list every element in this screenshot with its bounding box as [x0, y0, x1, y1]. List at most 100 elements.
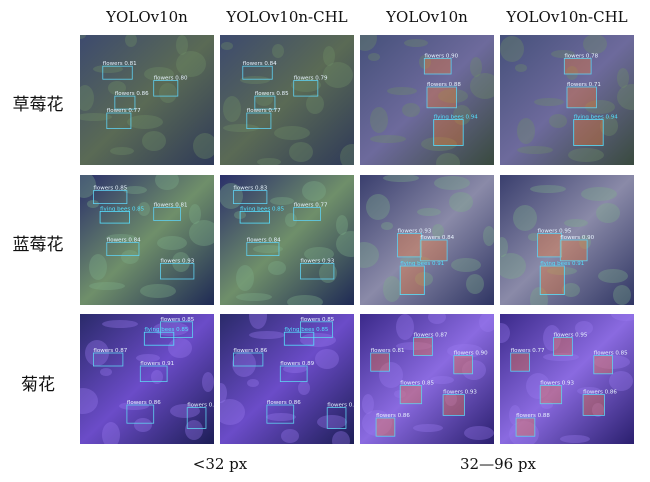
foliage-shape [89, 254, 107, 280]
foliage-shape [617, 84, 634, 110]
foliage-shape [611, 314, 634, 321]
photo-background [220, 314, 354, 444]
foliage-shape [249, 314, 267, 329]
flower-detection-box [563, 57, 592, 75]
bee-detection-box [399, 265, 425, 296]
detection-label: flowers 0.93 [300, 258, 334, 264]
flower-detection-box [300, 263, 335, 280]
foliage-shape [240, 76, 270, 84]
flower-detection-box [326, 407, 347, 429]
flower-detection-box [254, 95, 276, 110]
detection-panel-blueberry-4: flowers 0.95 flowers 0.90 flying bees 0.91 [500, 175, 634, 305]
detection-label: flowers 0.89 [280, 361, 314, 367]
flower-detection-box [375, 417, 396, 437]
detection-label: flying bees 0.91 [540, 261, 584, 267]
detection-panel-chrysanthemum-4: flowers 0.77 flowers 0.95 flowers 0.85 flow… [500, 314, 634, 444]
flower-detection-box [419, 239, 448, 262]
column-header-yolov10n-1: YOLOv10n [106, 8, 188, 26]
column-header-yolov10n-chl-1: YOLOv10n-CHL [226, 8, 348, 26]
foliage-shape [530, 185, 566, 193]
bee-detection-box [433, 119, 464, 146]
foliage-shape [274, 126, 310, 140]
foliage-shape [360, 242, 379, 268]
detection-label: flowers 0.86 [115, 91, 149, 97]
detection-image: flowers 0.81 flowers 0.87 flowers 0.90 flow… [360, 314, 494, 444]
flower-detection-box [413, 336, 433, 357]
foliage-shape [500, 237, 508, 257]
detection-image: flowers 0.85 flying bees 0.85 flowers 0.86… [220, 314, 354, 444]
row-label-chrysanthemum: 菊花 [21, 375, 55, 395]
foliage-shape [289, 142, 313, 162]
foliage-shape [168, 338, 192, 358]
foliage-shape [176, 35, 188, 55]
foliage-shape [323, 62, 353, 88]
foliage-shape [436, 153, 460, 165]
foliage-shape [106, 234, 136, 242]
flower-detection-box [300, 321, 333, 338]
foliage-shape [102, 422, 120, 444]
foliage-shape [368, 53, 380, 61]
bee-detection-box [239, 211, 270, 224]
detection-label: flowers 0.81 [103, 61, 137, 67]
flower-detection-box [153, 80, 179, 97]
flower-detection-box [106, 242, 140, 256]
foliage-shape [255, 92, 273, 106]
detection-label: flowers 0.84 [107, 238, 141, 244]
detection-panel-chrysanthemum-2: flowers 0.85 flying bees 0.85 flowers 0.86… [220, 314, 354, 444]
foliage-shape [421, 137, 457, 151]
foliage-shape [283, 365, 307, 373]
flower-detection-box [539, 385, 563, 405]
foliage-shape [315, 349, 339, 369]
foliage-shape [268, 261, 286, 275]
foliage-shape [598, 269, 628, 283]
flower-detection-box [442, 394, 465, 416]
detection-label: flowers 0.88 [327, 403, 354, 409]
photo-background [80, 35, 214, 165]
flower-detection-box [139, 365, 168, 383]
foliage-shape [123, 186, 147, 194]
foliage-shape [366, 194, 390, 220]
foliage-shape [500, 36, 524, 62]
foliage-shape [185, 420, 203, 440]
foliage-shape [509, 405, 521, 425]
foliage-shape [287, 295, 323, 305]
photo-background [220, 35, 354, 165]
foliage-shape [564, 219, 588, 227]
detection-label: flowers 0.81 [154, 203, 188, 209]
foliage-shape [413, 424, 443, 432]
foliage-shape [528, 233, 540, 241]
detection-label: flowers 0.79 [294, 76, 328, 82]
foliage-shape [236, 293, 272, 301]
foliage-shape [470, 73, 494, 99]
detection-label: flowers 0.93 [540, 381, 574, 387]
foliage-shape [581, 187, 617, 201]
foliage-shape [513, 205, 537, 231]
foliage-shape [323, 46, 335, 66]
foliage-shape [159, 83, 177, 103]
flower-detection-box [399, 385, 423, 405]
foliage-shape [306, 94, 324, 114]
foliage-shape [223, 96, 241, 122]
foliage-shape [379, 362, 403, 388]
foliage-shape [80, 113, 112, 121]
detection-label: flying bees 0.85 [144, 327, 189, 333]
foliage-shape [370, 135, 406, 143]
detection-label: flowers 0.93 [398, 229, 432, 235]
detection-label: flowers 0.95 [554, 332, 588, 338]
foliage-shape [317, 415, 347, 429]
detection-image: flowers 0.77 flowers 0.95 flowers 0.85 flow… [500, 314, 634, 444]
photo-background [220, 175, 354, 305]
foliage-shape [445, 392, 457, 406]
detection-label: flowers 0.84 [420, 235, 454, 241]
foliage-shape [547, 267, 577, 275]
detection-label: flowers 0.84 [243, 61, 277, 67]
foliage-shape [281, 429, 299, 443]
flower-detection-box [232, 352, 264, 367]
foliage-shape [300, 333, 336, 347]
detection-label: flowers 0.84 [247, 238, 281, 244]
foliage-shape [189, 204, 201, 224]
foliage-shape [249, 331, 285, 339]
foliage-shape [332, 431, 350, 444]
foliage-shape [592, 403, 604, 417]
scale-label-small: <32 px [192, 455, 248, 473]
